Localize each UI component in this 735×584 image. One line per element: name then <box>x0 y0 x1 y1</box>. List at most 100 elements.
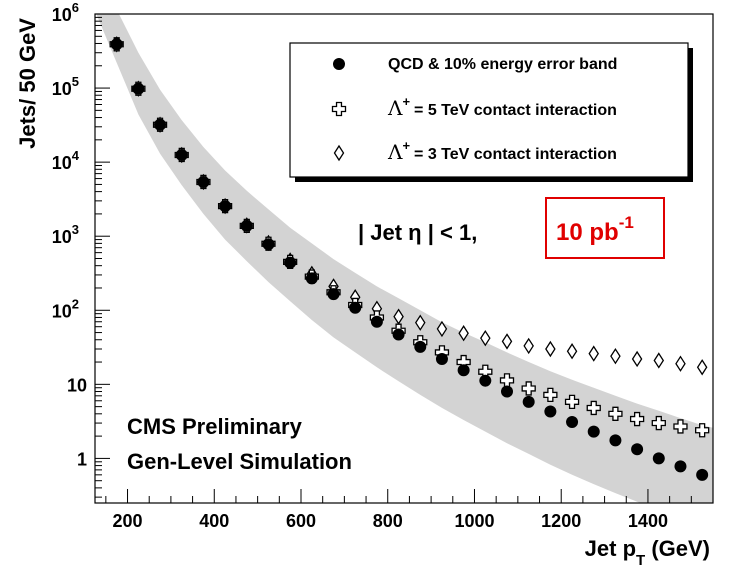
point-qcd <box>197 175 210 188</box>
legend-label-ci-3tev: Λ+ = 3 TeV contact interaction <box>387 138 617 164</box>
point-ci-5tev <box>651 415 666 431</box>
point-ci-3tev <box>436 320 448 338</box>
x-tick-label: 1000 <box>454 511 494 531</box>
point-ci-3tev <box>588 345 600 362</box>
point-qcd <box>501 385 513 398</box>
series-qcd <box>110 38 709 481</box>
series-layer <box>109 36 710 481</box>
y-tick-label: 10 <box>67 375 87 395</box>
point-qcd <box>305 272 318 285</box>
point-ci-3tev <box>480 329 491 347</box>
y-axis-title: Jets/ 50 GeV <box>15 18 40 149</box>
legend-label-ci-5tev: Λ+ = 5 TeV contact interaction <box>387 94 617 120</box>
x-tick-label: 400 <box>199 511 229 531</box>
point-ci-5tev <box>521 381 536 396</box>
eta-annotation: | Jet η | < 1, <box>358 220 477 245</box>
point-qcd <box>392 328 405 341</box>
point-qcd <box>566 416 579 429</box>
point-qcd <box>674 460 687 473</box>
y-tick-label: 105 <box>52 74 79 99</box>
y-tick-label: 104 <box>52 148 80 173</box>
x-tick-label: 1400 <box>628 511 668 531</box>
point-qcd <box>414 340 427 353</box>
point-qcd <box>327 288 340 301</box>
point-qcd <box>631 443 644 456</box>
point-ci-5tev <box>629 411 645 427</box>
legend-lambda-3tev: Λ <box>387 140 403 164</box>
legend-marker-qcd-symbol <box>333 58 345 70</box>
legend-lambda-plus-3tev: + <box>402 138 410 153</box>
legend-marker-ci-3tev-symbol <box>333 144 345 162</box>
y-tick-label: 103 <box>52 222 79 247</box>
point-qcd <box>154 118 167 131</box>
legend-ci-5tev-text: = 5 TeV contact interaction <box>414 102 617 119</box>
point-qcd <box>370 315 383 328</box>
legend-marker-ci-5tev <box>331 101 347 117</box>
ticks-layer: 200 400 600 800 1000 1200 1400 106 105 104 103 102 1… <box>52 0 714 531</box>
point-ci-5tev <box>564 394 580 410</box>
point-ci-3tev <box>566 343 578 360</box>
point-qcd <box>219 200 232 213</box>
x-tick-label: 800 <box>373 511 403 531</box>
point-qcd <box>457 364 470 377</box>
lumi-annotation: 10 pb-1 <box>556 213 634 246</box>
x-tick-label: 1200 <box>541 511 581 531</box>
x-axis-title-sub: T <box>636 552 645 569</box>
legend-marker-qcd <box>333 58 345 70</box>
legend-lambda-5tev: Λ <box>387 96 403 120</box>
point-ci-3tev <box>458 325 469 342</box>
point-ci-5tev <box>673 419 688 434</box>
error-band <box>96 14 713 503</box>
point-ci-5tev <box>543 387 558 403</box>
y-tick-label: 106 <box>52 0 79 25</box>
point-qcd <box>175 148 188 161</box>
x-tick-label: 200 <box>113 511 143 531</box>
lumi-exponent: -1 <box>619 213 634 232</box>
point-qcd <box>262 238 275 251</box>
x-tick-label: 600 <box>286 511 316 531</box>
point-qcd <box>479 374 492 387</box>
x-axis-title-main: Jet p <box>585 536 636 561</box>
point-ci-5tev <box>586 400 601 416</box>
point-qcd <box>240 219 253 232</box>
point-qcd <box>696 468 709 481</box>
point-ci-3tev <box>696 359 708 376</box>
point-qcd <box>284 256 297 269</box>
legend-ci-3tev-text: = 3 TeV contact interaction <box>414 146 617 163</box>
y-tick-label: 102 <box>52 296 79 321</box>
point-ci-3tev <box>675 355 686 372</box>
point-ci-3tev <box>501 333 513 350</box>
point-ci-3tev <box>545 340 556 358</box>
point-qcd <box>609 434 622 447</box>
point-qcd <box>544 405 557 418</box>
legend: QCD & 10% energy error band Λ+= 5 TeV co… <box>289 42 693 182</box>
legend-lambda-plus-5tev: + <box>402 94 410 109</box>
point-qcd <box>587 425 600 438</box>
point-qcd <box>110 38 123 51</box>
point-ci-3tev <box>523 337 534 355</box>
point-qcd <box>132 82 145 95</box>
point-qcd <box>652 452 665 465</box>
point-ci-5tev <box>695 423 710 438</box>
point-qcd <box>349 301 362 314</box>
legend-box <box>289 42 689 178</box>
x-axis-title-unit: (GeV) <box>645 536 710 561</box>
x-axis-title: Jet pT (GeV) <box>585 536 710 569</box>
cms-preliminary-label: CMS Preliminary <box>127 414 303 439</box>
lumi-value: 10 pb <box>556 219 619 246</box>
lumi-box <box>545 197 665 259</box>
point-ci-3tev <box>414 314 426 331</box>
gen-level-label: Gen-Level Simulation <box>127 449 352 474</box>
legend-label-qcd: QCD & 10% energy error band <box>388 56 617 73</box>
point-ci-3tev <box>610 347 621 365</box>
point-qcd <box>522 395 535 408</box>
y-tick-label: 1 <box>77 449 87 469</box>
error-band-layer <box>96 14 713 503</box>
point-ci-3tev <box>653 352 665 369</box>
legend-marker-ci-5tev-symbol <box>331 101 347 117</box>
legend-marker-ci-3tev <box>333 144 345 162</box>
point-ci-3tev <box>631 350 643 368</box>
point-ci-5tev <box>608 406 623 421</box>
point-qcd <box>435 352 448 365</box>
